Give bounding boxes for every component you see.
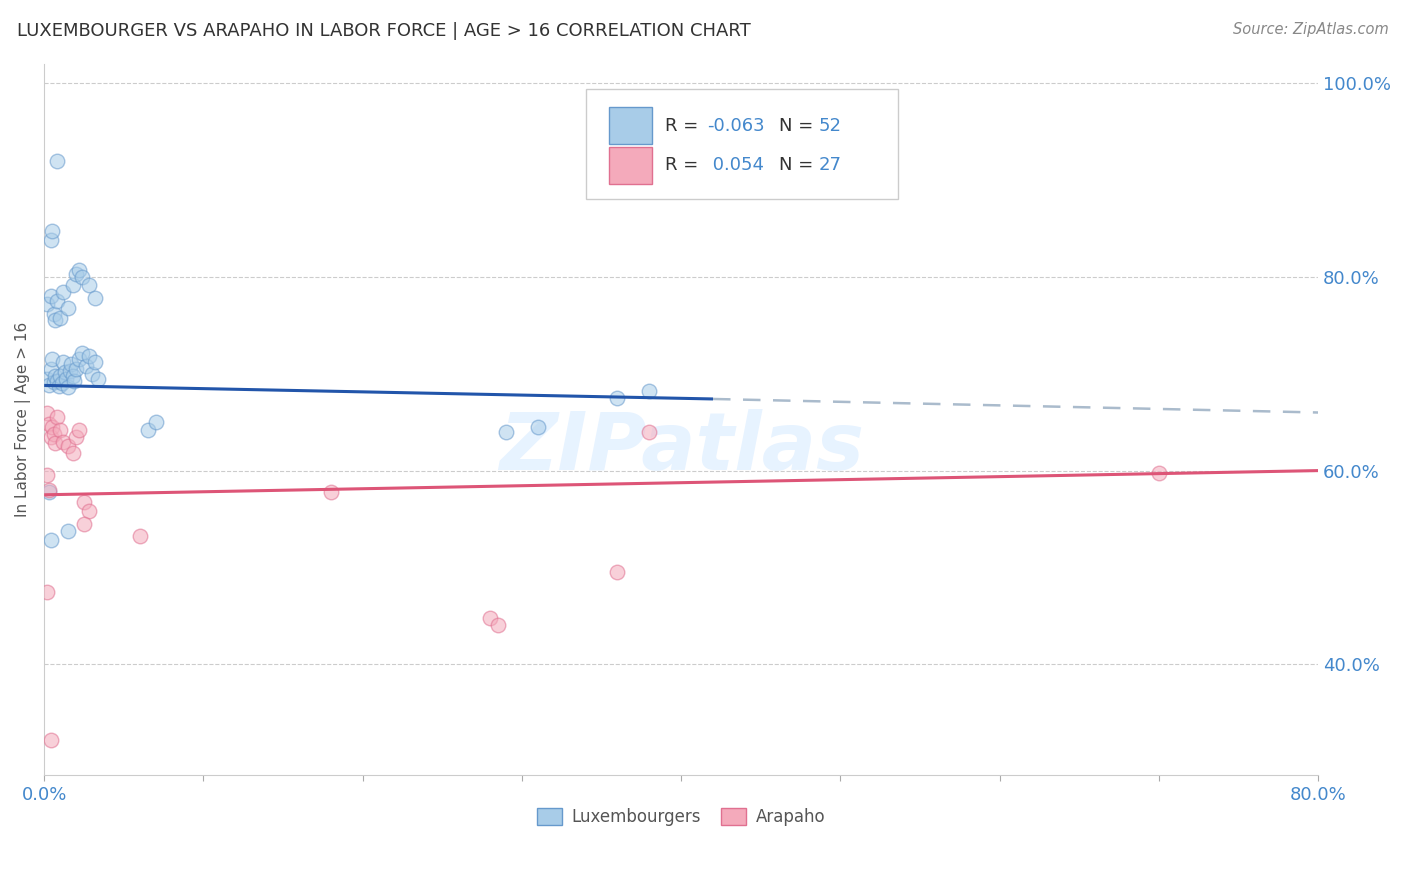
Point <box>319 484 342 499</box>
Point <box>44 368 66 383</box>
Text: LUXEMBOURGER VS ARAPAHO IN LABOR FORCE | AGE > 16 CORRELATION CHART: LUXEMBOURGER VS ARAPAHO IN LABOR FORCE |… <box>17 22 751 40</box>
Point <box>49 368 72 383</box>
Point <box>55 371 77 385</box>
Point <box>606 391 628 405</box>
FancyBboxPatch shape <box>586 89 898 199</box>
Point <box>42 307 65 321</box>
Point <box>48 379 70 393</box>
Point <box>37 405 59 419</box>
Point <box>39 289 62 303</box>
Point <box>479 611 502 625</box>
Point <box>65 430 87 444</box>
Text: R =: R = <box>665 156 703 174</box>
Point <box>51 376 73 391</box>
Point <box>52 285 75 299</box>
Point <box>39 430 62 444</box>
Point <box>80 367 103 381</box>
Point <box>527 420 550 434</box>
Point <box>42 426 65 441</box>
Point <box>495 425 517 439</box>
Point <box>77 504 100 518</box>
Point <box>67 352 90 367</box>
Text: 0.054: 0.054 <box>707 156 763 174</box>
Point <box>41 352 63 367</box>
Text: R =: R = <box>665 117 703 135</box>
Point <box>38 378 60 392</box>
Point <box>77 350 100 364</box>
Point <box>73 516 96 531</box>
Point <box>128 529 150 543</box>
Point <box>49 310 72 325</box>
Point <box>87 371 110 385</box>
Text: N =: N = <box>779 156 820 174</box>
Point <box>52 355 75 369</box>
Point <box>62 277 84 292</box>
Point <box>56 380 79 394</box>
Point <box>42 375 65 389</box>
Point <box>84 355 107 369</box>
Point <box>45 374 67 388</box>
Point <box>41 420 63 434</box>
Point <box>39 533 62 548</box>
Point <box>38 417 60 431</box>
Point <box>72 270 94 285</box>
Point <box>41 223 63 237</box>
Point <box>65 267 87 281</box>
Point <box>56 301 79 315</box>
Point <box>136 423 159 437</box>
Point <box>638 384 661 399</box>
Point <box>39 233 62 247</box>
Point <box>37 297 59 311</box>
Point <box>39 732 62 747</box>
Point <box>45 410 67 425</box>
Point <box>44 312 66 326</box>
Point <box>67 263 90 277</box>
Point <box>67 423 90 437</box>
Point <box>56 439 79 453</box>
Point <box>39 362 62 376</box>
Text: Source: ZipAtlas.com: Source: ZipAtlas.com <box>1233 22 1389 37</box>
Y-axis label: In Labor Force | Age > 16: In Labor Force | Age > 16 <box>15 322 31 517</box>
Point <box>63 374 86 388</box>
Point <box>52 434 75 449</box>
Point <box>59 364 82 378</box>
Point <box>486 618 509 632</box>
Point <box>49 423 72 437</box>
Point <box>53 365 76 379</box>
Point <box>62 446 84 460</box>
Text: ZIPatlas: ZIPatlas <box>499 409 863 487</box>
Text: -0.063: -0.063 <box>707 117 765 135</box>
Point <box>60 357 83 371</box>
Point <box>45 294 67 309</box>
Point <box>62 368 84 383</box>
Point <box>145 415 167 429</box>
Point <box>37 468 59 483</box>
Point <box>72 345 94 359</box>
Text: N =: N = <box>779 117 820 135</box>
Legend: Luxembourgers, Arapaho: Luxembourgers, Arapaho <box>529 800 834 835</box>
Point <box>45 153 67 168</box>
Text: 27: 27 <box>818 156 842 174</box>
FancyBboxPatch shape <box>609 107 652 145</box>
Point <box>638 425 661 439</box>
Point <box>38 483 60 497</box>
Point <box>56 524 79 538</box>
Text: 52: 52 <box>818 117 842 135</box>
FancyBboxPatch shape <box>609 146 652 184</box>
Point <box>37 371 59 385</box>
Point <box>38 484 60 499</box>
Point <box>37 584 59 599</box>
Point <box>77 277 100 292</box>
Point <box>75 359 97 373</box>
Point <box>1147 466 1170 480</box>
Point <box>84 291 107 305</box>
Point <box>73 494 96 508</box>
Point <box>44 436 66 450</box>
Point <box>65 362 87 376</box>
Point <box>606 566 628 580</box>
